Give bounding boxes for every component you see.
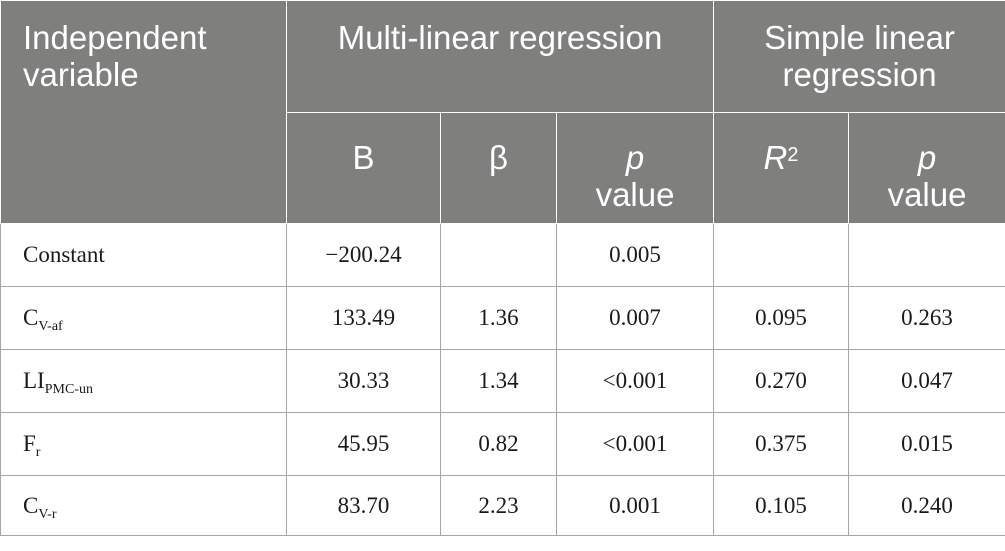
cell-b: 83.70 <box>286 475 441 536</box>
table-row: CV-af 133.49 1.36 0.007 0.095 0.263 <box>0 286 1005 350</box>
cell-beta: 1.36 <box>440 286 557 350</box>
header-r-squared: R2 <box>713 112 850 224</box>
cell-beta: 2.23 <box>440 475 557 536</box>
cell-r2 <box>713 223 850 287</box>
regression-table: Independent variable Multi-linear regres… <box>0 0 1005 536</box>
table-row: Fr 45.95 0.82 <0.001 0.375 0.015 <box>0 412 1005 476</box>
table-row: LIPMC-un 30.33 1.34 <0.001 0.270 0.047 <box>0 349 1005 413</box>
cell-simple-p: 0.263 <box>848 286 1005 350</box>
header-p-letter: p <box>917 139 937 176</box>
table-body: Constant −200.24 0.005 CV-af 133.49 1.36… <box>0 223 1005 536</box>
cell-variable: Constant <box>0 223 287 287</box>
header-b: B <box>286 112 441 224</box>
header-p-letter: p <box>625 139 645 176</box>
header-independent-variable: Independent variable <box>0 0 287 224</box>
cell-r2: 0.375 <box>713 412 850 476</box>
cell-simple-p <box>848 223 1005 287</box>
header-simple-linear-regression: Simple linear regression <box>713 0 1005 113</box>
cell-r2: 0.095 <box>713 286 850 350</box>
table-row: CV-r 83.70 2.23 0.001 0.105 0.240 <box>0 475 1005 536</box>
cell-simple-p: 0.047 <box>848 349 1005 413</box>
cell-beta: 0.82 <box>440 412 557 476</box>
cell-p: 0.007 <box>555 286 715 350</box>
header-r-letter: R <box>763 139 788 176</box>
cell-p: 0.001 <box>555 475 715 536</box>
table-header: Independent variable Multi-linear regres… <box>0 0 1005 224</box>
table-row: Constant −200.24 0.005 <box>0 223 1005 287</box>
header-p-value-simple: p value <box>848 112 1005 224</box>
cell-variable: CV-af <box>0 286 287 350</box>
cell-r2: 0.270 <box>713 349 850 413</box>
cell-variable: LIPMC-un <box>0 349 287 413</box>
cell-beta <box>440 223 557 287</box>
cell-beta: 1.34 <box>440 349 557 413</box>
header-r-superscript: 2 <box>787 144 799 166</box>
header-beta: β <box>440 112 557 224</box>
cell-b: 133.49 <box>286 286 441 350</box>
cell-p: <0.001 <box>555 412 715 476</box>
cell-simple-p: 0.240 <box>848 475 1005 536</box>
cell-p: <0.001 <box>555 349 715 413</box>
header-p-value-multi: p value <box>555 112 715 224</box>
cell-p: 0.005 <box>555 223 715 287</box>
header-value-word: value <box>887 176 967 213</box>
header-value-word: value <box>595 176 675 213</box>
cell-variable: Fr <box>0 412 287 476</box>
cell-b: 30.33 <box>286 349 441 413</box>
cell-variable: CV-r <box>0 475 287 536</box>
cell-b: 45.95 <box>286 412 441 476</box>
header-multi-linear-regression: Multi-linear regression <box>285 0 715 113</box>
cell-b: −200.24 <box>286 223 441 287</box>
cell-r2: 0.105 <box>713 475 850 536</box>
cell-simple-p: 0.015 <box>848 412 1005 476</box>
